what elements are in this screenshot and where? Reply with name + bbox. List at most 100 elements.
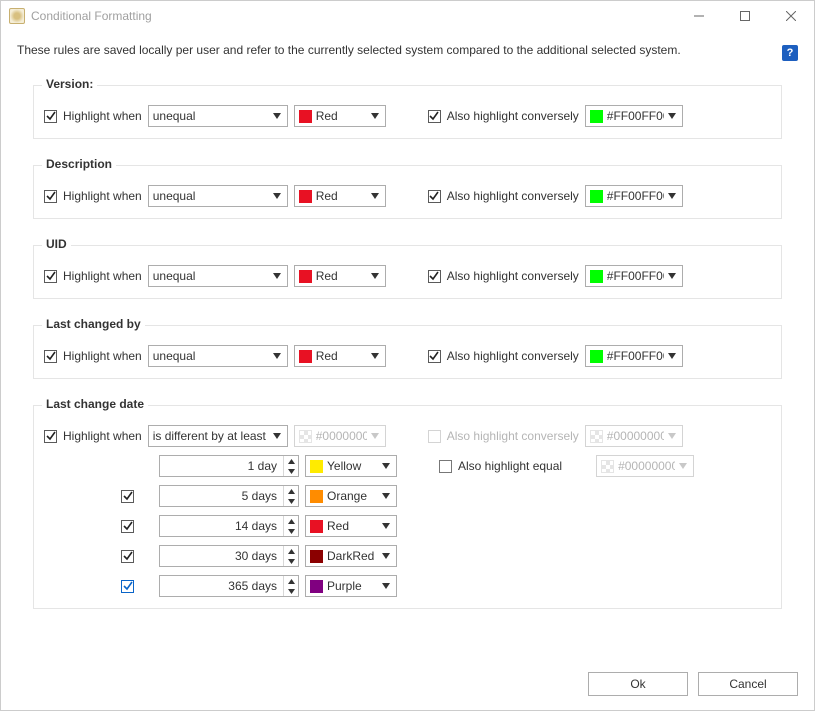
threshold-row-checkbox[interactable] [121, 550, 134, 563]
condition-dropdown[interactable]: unequal [148, 185, 288, 207]
conversely-color-dropdown[interactable]: #FF00FF00 [585, 345, 683, 367]
condition-dropdown[interactable]: unequal [148, 345, 288, 367]
conversely-color-dropdown[interactable]: #FF00FF00 [585, 265, 683, 287]
threshold-row-checkbox[interactable] [121, 490, 134, 503]
color-swatch [590, 190, 603, 203]
chevron-down-icon [664, 346, 680, 366]
conversely-color-dropdown: #00000000 [585, 425, 683, 447]
window-title: Conditional Formatting [31, 9, 152, 23]
chevron-down-icon [367, 426, 383, 446]
color-swatch [310, 580, 323, 593]
spin-down[interactable] [284, 526, 298, 536]
threshold-row-checkbox[interactable] [121, 520, 134, 533]
chevron-down-icon [367, 266, 383, 286]
close-button[interactable] [768, 1, 814, 31]
color-swatch [310, 550, 323, 563]
chevron-down-icon [378, 546, 394, 566]
also-conversely-checkbox [428, 430, 441, 443]
chevron-down-icon [378, 576, 394, 596]
spin-down[interactable] [284, 466, 298, 476]
days-value: 1 day [160, 456, 283, 476]
also-conversely-checkbox[interactable] [428, 190, 441, 203]
spin-up[interactable] [284, 486, 298, 496]
help-icon[interactable]: ? [782, 45, 798, 61]
color-dropdown[interactable]: Red [294, 345, 386, 367]
color-dropdown[interactable]: Orange [305, 485, 397, 507]
highlight-when-label: Highlight when [63, 109, 142, 123]
also-conversely-label: Also highlight conversely [447, 109, 579, 123]
also-conversely-label: Also highlight conversely [447, 429, 579, 443]
chevron-down-icon [378, 516, 394, 536]
spin-up[interactable] [284, 456, 298, 466]
color-swatch [299, 190, 312, 203]
chevron-down-icon [269, 106, 285, 126]
cancel-button[interactable]: Cancel [698, 672, 798, 696]
chevron-down-icon [367, 106, 383, 126]
color-swatch [310, 520, 323, 533]
days-spinner[interactable]: 1 day [159, 455, 299, 477]
highlight-when-checkbox[interactable] [44, 110, 57, 123]
days-spinner[interactable]: 365 days [159, 575, 299, 597]
spin-down[interactable] [284, 556, 298, 566]
highlight-when-checkbox[interactable] [44, 430, 57, 443]
chevron-down-icon [378, 486, 394, 506]
days-spinner[interactable]: 14 days [159, 515, 299, 537]
color-swatch [590, 270, 603, 283]
days-spinner[interactable]: 5 days [159, 485, 299, 507]
app-icon [9, 8, 25, 24]
chevron-down-icon [367, 346, 383, 366]
condition-dropdown[interactable]: unequal [148, 105, 288, 127]
color-swatch [310, 490, 323, 503]
days-spinner[interactable]: 30 days [159, 545, 299, 567]
spin-up[interactable] [284, 546, 298, 556]
color-dropdown: #00000000 [294, 425, 386, 447]
highlight-when-label: Highlight when [63, 429, 142, 443]
color-dropdown[interactable]: DarkRed [305, 545, 397, 567]
also-conversely-checkbox[interactable] [428, 110, 441, 123]
maximize-button[interactable] [722, 1, 768, 31]
color-swatch [299, 430, 312, 443]
color-swatch [310, 460, 323, 473]
condition-dropdown[interactable]: unequal [148, 265, 288, 287]
group-version: Version: Highlight when unequal Red Also… [33, 85, 782, 139]
conversely-color-dropdown[interactable]: #FF00FF00 [585, 185, 683, 207]
chevron-down-icon [269, 346, 285, 366]
color-dropdown[interactable]: Red [294, 105, 386, 127]
chevron-down-icon [664, 426, 680, 446]
highlight-when-label: Highlight when [63, 269, 142, 283]
also-conversely-checkbox[interactable] [428, 350, 441, 363]
spin-up[interactable] [284, 516, 298, 526]
color-swatch [299, 350, 312, 363]
conversely-color-dropdown[interactable]: #FF00FF00 [585, 105, 683, 127]
spin-up[interactable] [284, 576, 298, 586]
spin-down[interactable] [284, 586, 298, 596]
color-dropdown[interactable]: Yellow [305, 455, 397, 477]
highlight-when-checkbox[interactable] [44, 350, 57, 363]
color-dropdown[interactable]: Red [294, 185, 386, 207]
also-conversely-checkbox[interactable] [428, 270, 441, 283]
threshold-row-checkbox[interactable] [121, 580, 134, 593]
group-last-changed-by: Last changed by Highlight when unequal R… [33, 325, 782, 379]
days-value: 365 days [160, 576, 283, 596]
color-dropdown[interactable]: Red [305, 515, 397, 537]
condition-dropdown[interactable]: is different by at least [148, 425, 288, 447]
color-dropdown[interactable]: Red [294, 265, 386, 287]
group-uid: UID Highlight when unequal Red Also high… [33, 245, 782, 299]
color-swatch [590, 110, 603, 123]
also-conversely-label: Also highlight conversely [447, 269, 579, 283]
minimize-button[interactable] [676, 1, 722, 31]
highlight-when-checkbox[interactable] [44, 270, 57, 283]
spin-down[interactable] [284, 496, 298, 506]
also-equal-label: Also highlight equal [458, 459, 562, 473]
group-last-change-date: Last change date Highlight when is diffe… [33, 405, 782, 609]
highlight-when-label: Highlight when [63, 189, 142, 203]
highlight-when-checkbox[interactable] [44, 190, 57, 203]
chevron-down-icon [664, 266, 680, 286]
ok-button[interactable]: Ok [588, 672, 688, 696]
group-legend: Last change date [42, 397, 148, 411]
color-swatch [299, 270, 312, 283]
also-equal-checkbox[interactable] [439, 460, 452, 473]
equal-color-dropdown: #00000000 [596, 455, 694, 477]
color-swatch [601, 460, 614, 473]
color-dropdown[interactable]: Purple [305, 575, 397, 597]
